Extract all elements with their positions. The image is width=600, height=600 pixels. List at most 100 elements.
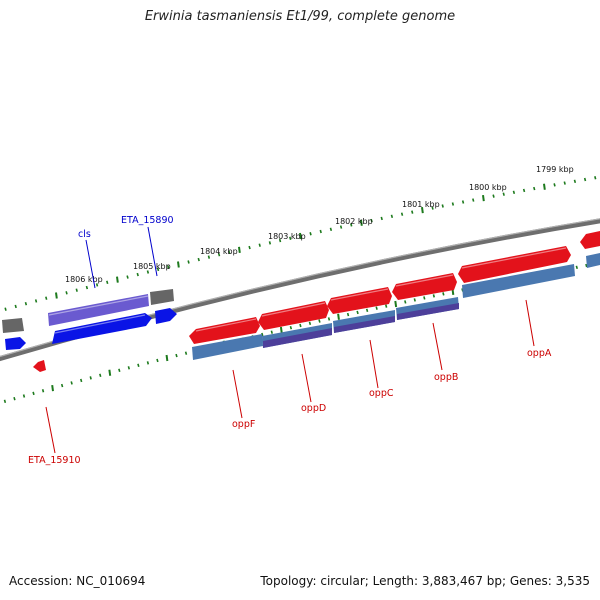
inner-minor-tick [184, 351, 188, 355]
genome-summary-label: Topology: circular; Length: 3,883,467 bp… [260, 574, 590, 588]
inner-minor-tick [375, 306, 378, 310]
inner-minor-tick [99, 373, 102, 378]
feature-track [2, 231, 600, 372]
outer-minor-tick [380, 216, 383, 221]
gene-feature-oppF-cds[interactable] [192, 334, 263, 360]
inner-minor-tick [137, 363, 140, 368]
inner-minor-tick [3, 399, 7, 404]
inner-minor-tick [80, 378, 83, 383]
outer-minor-tick [492, 194, 495, 198]
gene-feature-oppB[interactable] [392, 273, 457, 300]
leader-oppD [301, 353, 312, 403]
gene-feature-oppA-cds[interactable] [462, 264, 575, 298]
outer-major-tick [543, 183, 546, 190]
gene-feature-oppB-inner[interactable] [397, 303, 459, 320]
outer-minor-tick [309, 232, 312, 236]
inner-minor-tick [261, 332, 264, 337]
inner-minor-tick [585, 263, 588, 268]
gene-label-eta15910: ETA_15910 [28, 455, 81, 466]
inner-major-tick [337, 313, 340, 320]
inner-minor-tick [432, 294, 436, 298]
gene-feature-eta15910[interactable] [33, 360, 46, 372]
outer-minor-tick [451, 202, 455, 206]
gene-feature-blue-left[interactable] [5, 337, 26, 350]
ruler-label-1799: 1799 kbp [536, 165, 574, 174]
outer-minor-tick [329, 227, 333, 231]
outer-minor-tick [197, 257, 200, 262]
gene-feature-oppD[interactable] [258, 301, 329, 330]
inner-minor-tick [308, 321, 312, 325]
leader-eta15910 [45, 406, 56, 454]
gene-label-oppC: oppC [369, 388, 394, 399]
ruler-label-1801: 1801 kbp [402, 200, 440, 209]
outer-minor-tick [217, 252, 221, 257]
inner-major-tick [165, 354, 169, 362]
outer-minor-tick [411, 210, 414, 214]
outer-minor-tick [228, 250, 231, 255]
outer-minor-tick [289, 236, 292, 240]
gene-label-oppF: oppF [232, 419, 255, 430]
outer-minor-tick [126, 275, 129, 279]
outer-minor-tick [339, 225, 343, 229]
inner-minor-tick [156, 358, 159, 363]
outer-minor-tick [573, 179, 577, 183]
outer-minor-tick [45, 296, 48, 300]
gene-feature-right-blue[interactable] [586, 253, 600, 268]
outer-minor-tick [319, 229, 322, 234]
gene-feature-cls[interactable] [52, 313, 152, 344]
outer-minor-tick [187, 260, 190, 264]
leader-oppA [525, 299, 535, 347]
inner-minor-tick [289, 326, 293, 330]
gene-feature-cls-cds[interactable] [48, 294, 149, 326]
inner-minor-tick [442, 292, 445, 296]
inner-minor-tick [356, 310, 359, 315]
outer-minor-tick [512, 190, 516, 195]
outer-minor-tick [563, 181, 566, 185]
outer-major-tick [238, 246, 241, 254]
outer-minor-tick [146, 270, 150, 274]
outer-major-tick [299, 232, 302, 240]
gene-feature-oppF[interactable] [189, 317, 260, 344]
gene-feature-oppC[interactable] [327, 287, 392, 314]
ruler-label-1800: 1800 kbp [469, 183, 507, 192]
leader-eta15890 [147, 226, 158, 277]
inner-minor-tick [346, 312, 350, 317]
ruler-label-1806: 1806 kbp [65, 275, 103, 284]
gene-feature-oppA[interactable] [458, 246, 571, 283]
ruler-label-1803: 1803 kbp [268, 232, 306, 241]
outer-minor-tick [85, 285, 89, 290]
outer-minor-tick [472, 198, 475, 202]
outer-minor-tick [522, 188, 526, 193]
inner-minor-tick [22, 394, 26, 398]
outer-minor-tick [258, 243, 261, 247]
inner-major-tick [394, 300, 398, 308]
outer-minor-tick [167, 265, 170, 269]
outer-minor-tick [370, 218, 373, 223]
outer-minor-tick [553, 183, 556, 187]
gene-feature-oppD-inner[interactable] [263, 328, 332, 348]
gene-feature-right-red[interactable] [580, 231, 600, 249]
inner-minor-tick [270, 330, 273, 334]
gene-feature-grey-left[interactable] [2, 318, 24, 333]
outer-minor-tick [533, 186, 536, 191]
outer-minor-tick [4, 307, 7, 311]
inner-minor-tick [299, 323, 302, 328]
gene-feature-eta15890-pseudo[interactable] [150, 289, 174, 305]
outer-major-tick [116, 276, 119, 283]
inner-minor-tick [385, 304, 388, 308]
ruler-label-1804: 1804 kbp [200, 247, 238, 256]
outer-minor-tick [24, 301, 28, 306]
leader-oppC [369, 339, 379, 389]
outer-minor-tick [278, 238, 282, 243]
outer-minor-tick [400, 212, 404, 216]
inner-minor-tick [413, 298, 416, 302]
inner-minor-tick [175, 353, 178, 358]
gene-label-oppD: oppD [301, 403, 326, 414]
gene-feature-oppC-inner[interactable] [334, 316, 395, 333]
outer-minor-tick [350, 223, 353, 227]
gene-label-cls: cls [78, 229, 91, 240]
inner-minor-tick [127, 366, 131, 370]
gene-feature-eta15890[interactable] [155, 308, 177, 324]
outer-minor-tick [431, 206, 434, 210]
outer-minor-tick [136, 272, 139, 277]
